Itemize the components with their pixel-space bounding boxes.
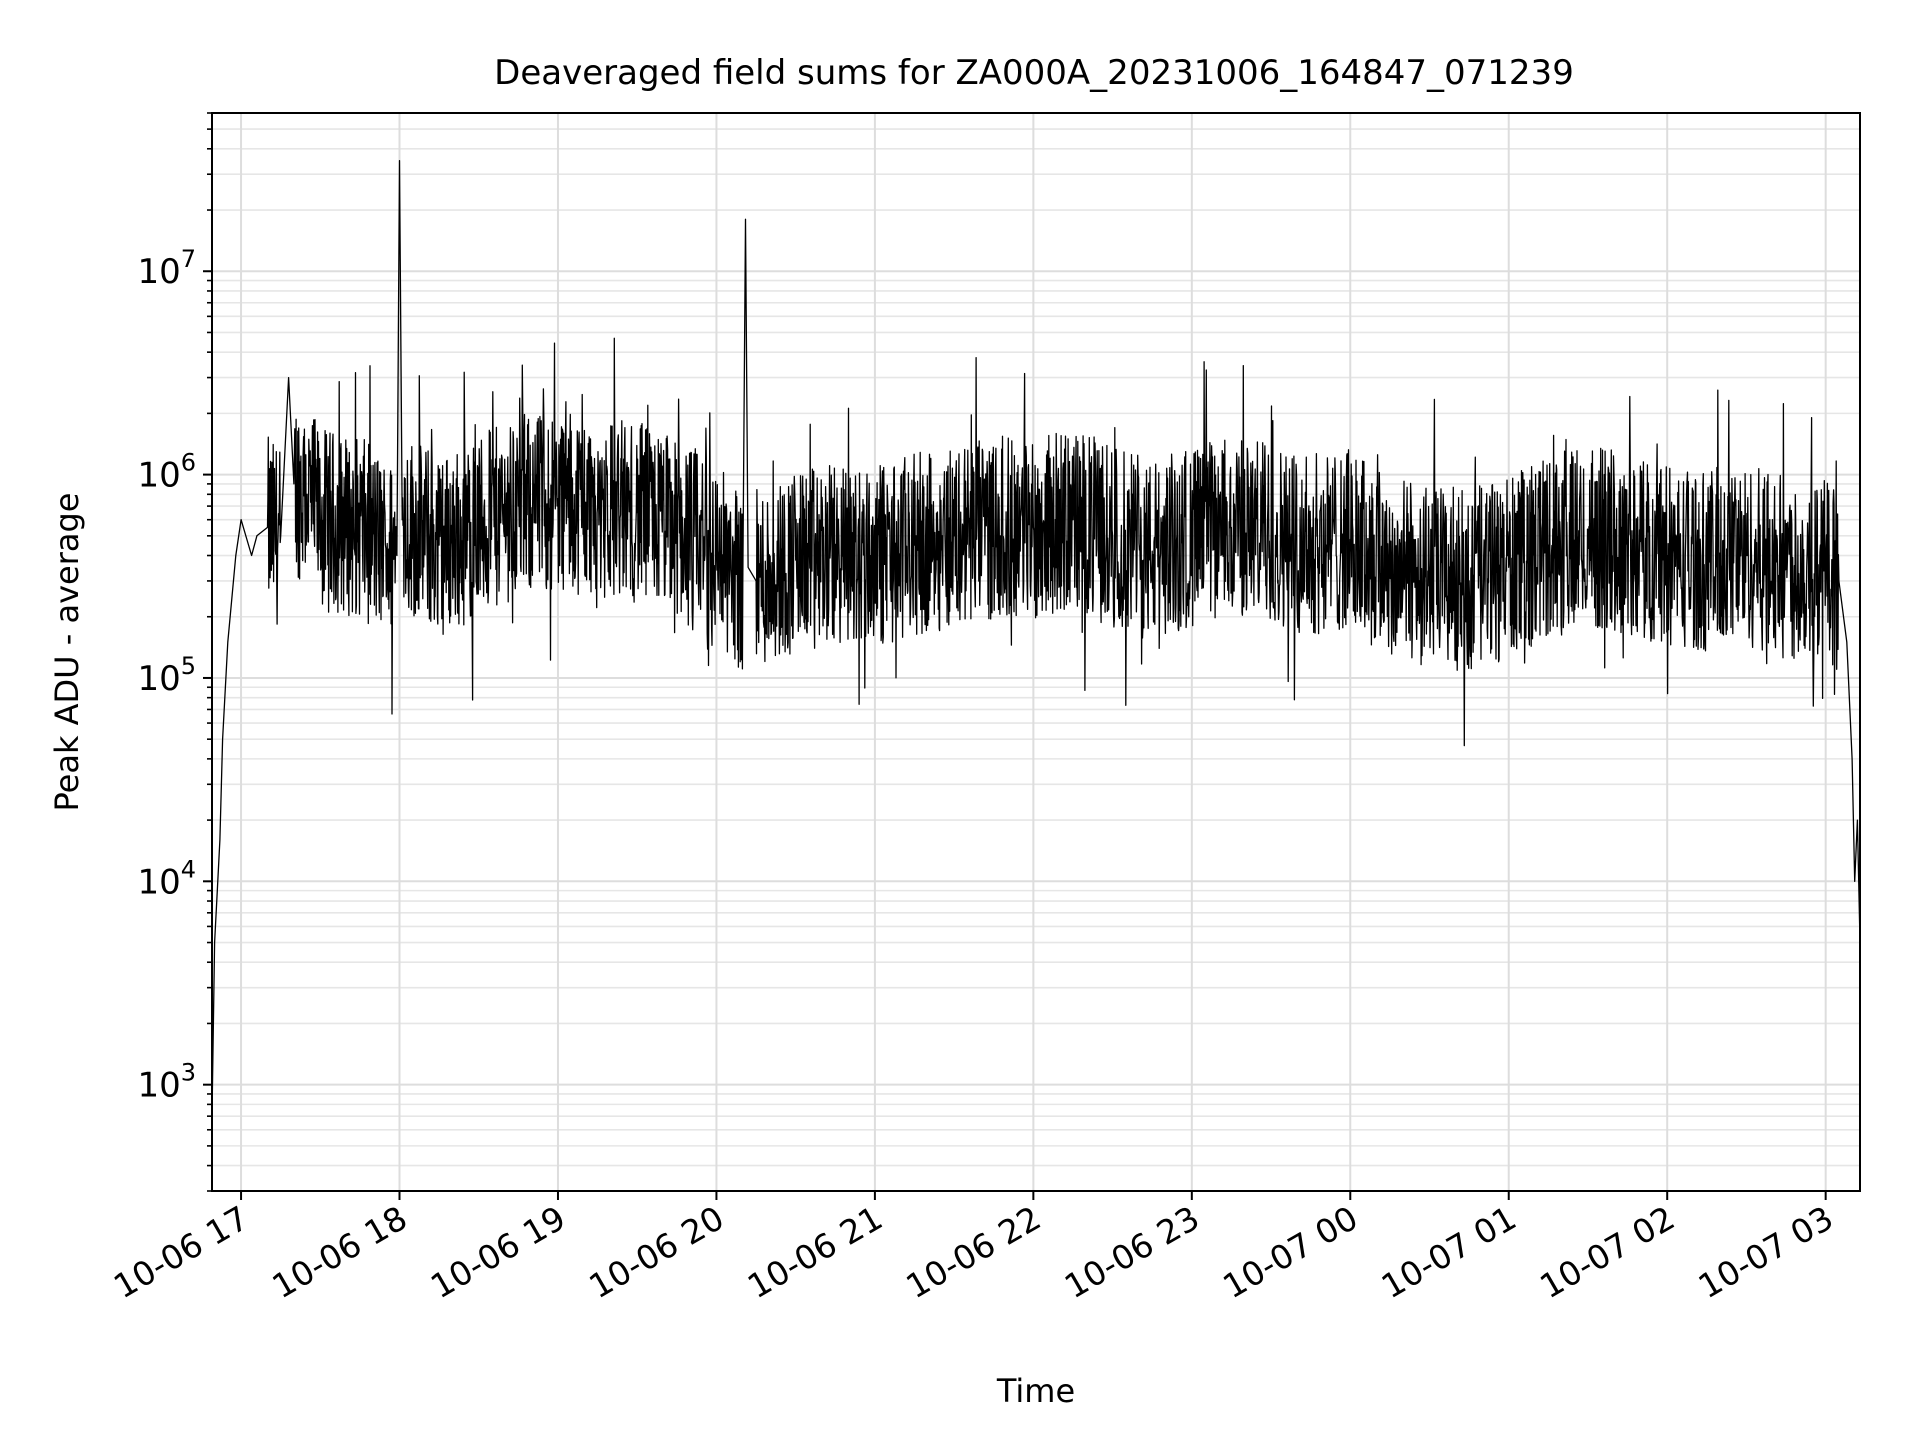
y-axis-label: Peak ADU - average xyxy=(48,493,86,812)
y-tick-exponent: 7 xyxy=(181,245,196,273)
y-tick-exponent: 4 xyxy=(181,855,196,883)
x-tick-label: 10-06 18 xyxy=(266,1198,414,1306)
plot-frame xyxy=(211,112,1861,1192)
x-tick-label: 10-07 03 xyxy=(1692,1198,1840,1306)
x-tick-label: 10-07 02 xyxy=(1533,1198,1681,1306)
x-axis: 10-06 17 10-06 18 10-06 19 10-06 20 10-06 21… xyxy=(107,1191,1840,1306)
x-tick-label: 10-06 19 xyxy=(424,1198,572,1306)
y-tick-label: 105 xyxy=(137,652,196,699)
y-tick-base: 10 xyxy=(137,862,180,902)
y-tick-label: 106 xyxy=(137,449,196,496)
y-tick-base: 10 xyxy=(137,252,180,292)
x-tick-label: 10-06 23 xyxy=(1058,1198,1206,1306)
y-tick-label: 104 xyxy=(137,855,196,902)
x-tick-label: 10-06 21 xyxy=(741,1198,889,1306)
y-tick-base: 10 xyxy=(137,659,180,699)
y-tick-exponent: 5 xyxy=(181,652,196,680)
x-tick-label: 10-07 01 xyxy=(1375,1198,1523,1306)
chart-title: Deaveraged field sums for ZA000A_2023100… xyxy=(494,53,1574,93)
y-tick-exponent: 3 xyxy=(181,1059,196,1087)
series-line xyxy=(211,159,1861,1117)
x-tick-label: 10-06 22 xyxy=(899,1198,1047,1306)
y-tick-label: 107 xyxy=(137,245,196,292)
y-tick-exponent: 6 xyxy=(181,449,196,477)
grid xyxy=(212,112,1860,1192)
y-tick-base: 10 xyxy=(137,1066,180,1106)
series-group xyxy=(211,159,1861,1117)
x-tick-label: 10-07 00 xyxy=(1216,1198,1364,1306)
x-tick-label: 10-06 17 xyxy=(107,1198,255,1306)
x-tick-label: 10-06 20 xyxy=(582,1198,730,1306)
y-tick-label: 103 xyxy=(137,1059,196,1106)
y-tick-base: 10 xyxy=(137,456,180,496)
x-axis-label: Time xyxy=(996,1372,1075,1410)
